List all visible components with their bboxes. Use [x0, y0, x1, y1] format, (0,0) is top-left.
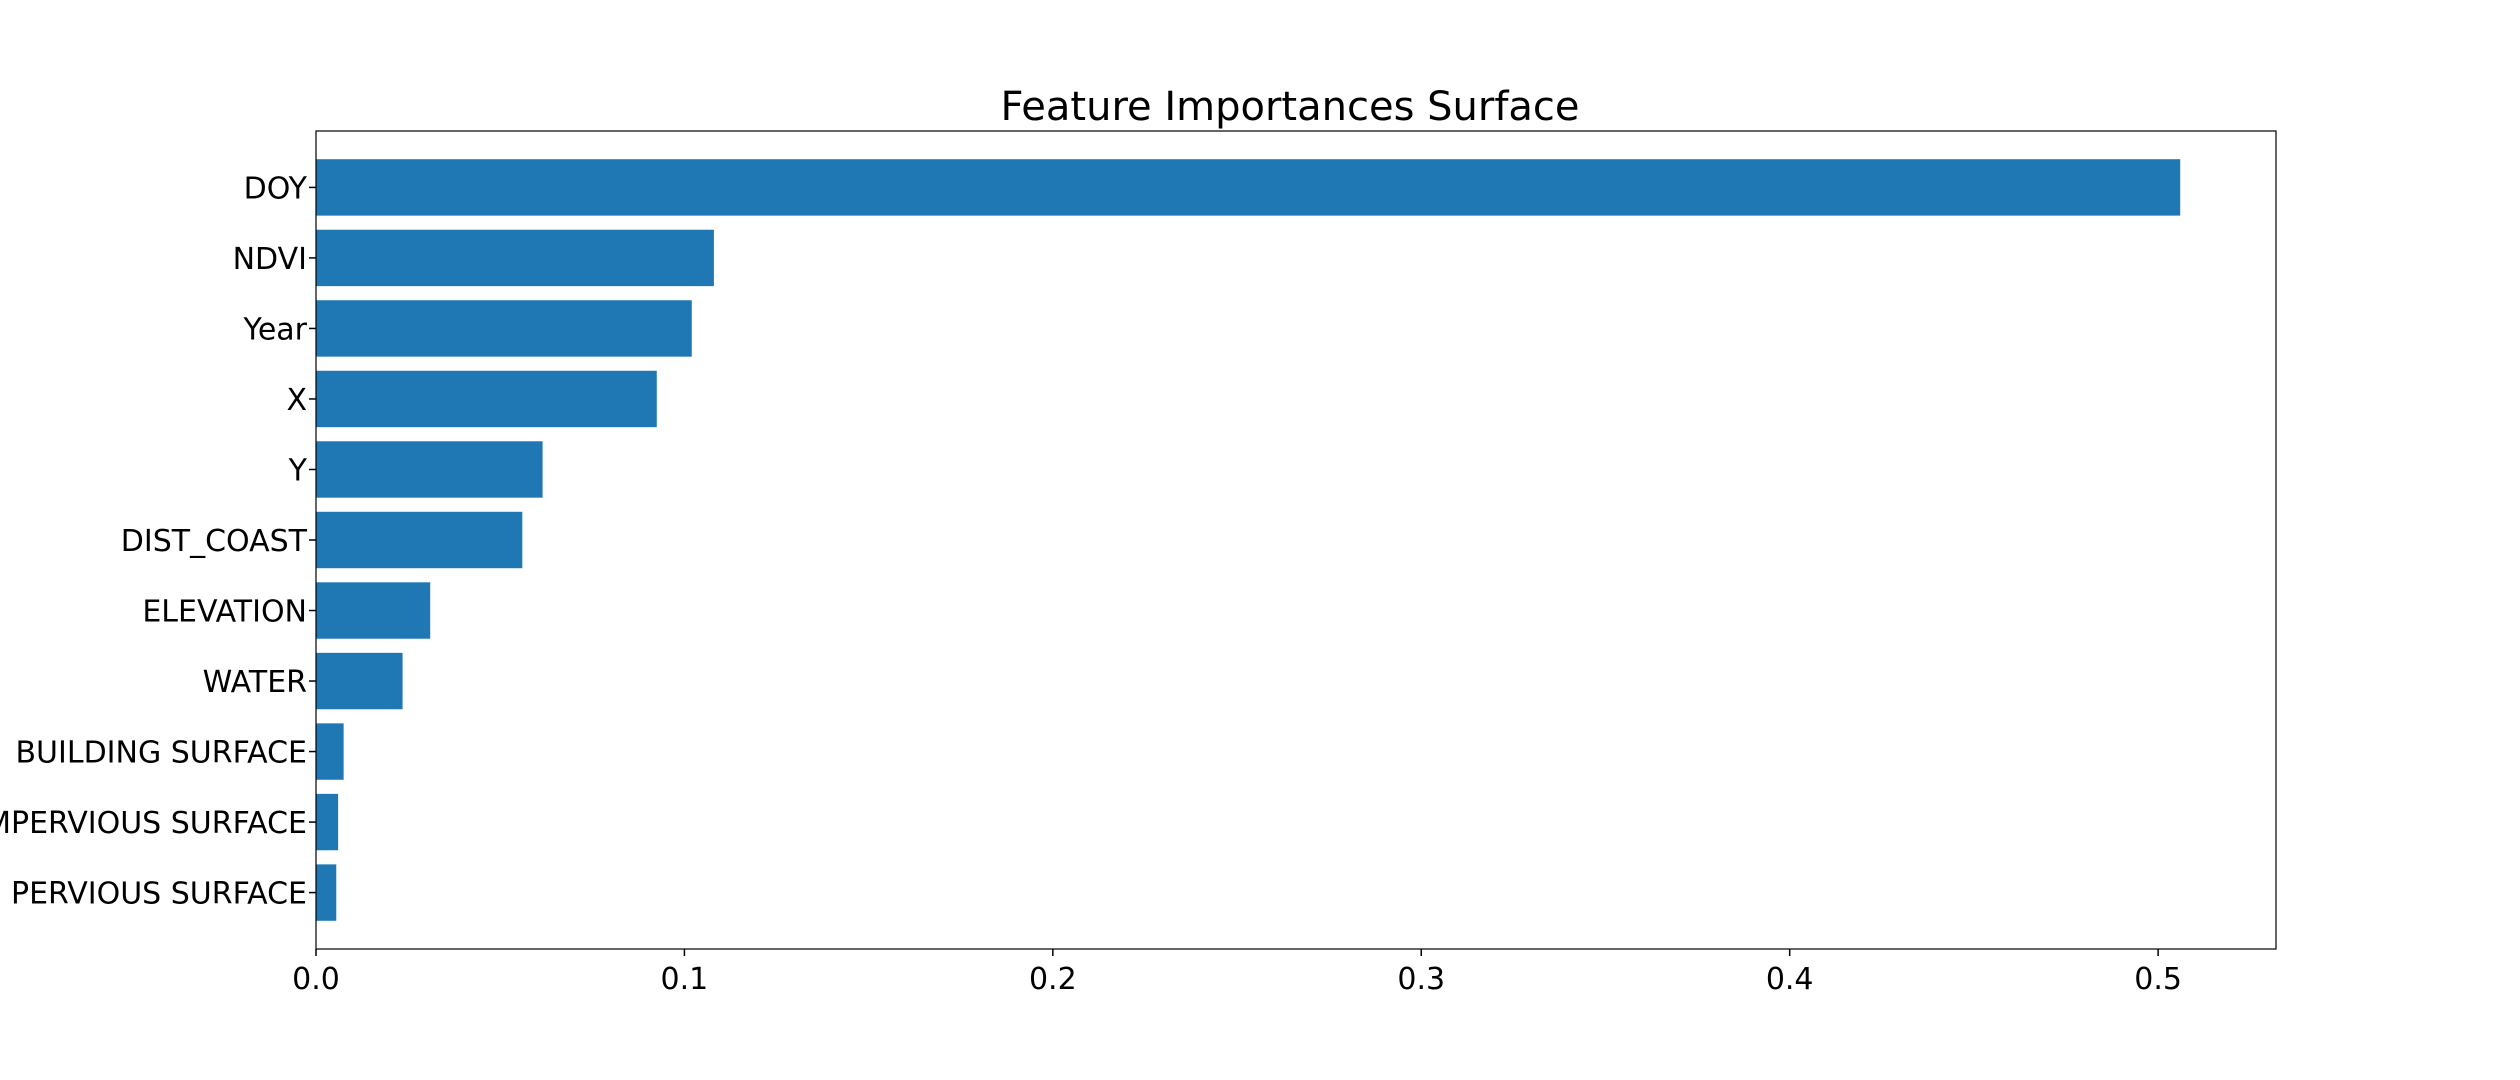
x-tick-label: 0.0	[292, 962, 340, 997]
x-tick-label: 0.3	[1397, 962, 1445, 997]
y-tick-label-doy: DOY	[244, 171, 308, 206]
bar-dist-coast	[316, 511, 523, 569]
bar-elevation	[316, 582, 431, 639]
y-tick-label-water: WATER	[203, 665, 307, 700]
bar-impervious-surface	[316, 793, 339, 851]
y-tick-label-x: X	[286, 383, 307, 418]
y-tick-label-ndvi: NDVI	[233, 242, 307, 277]
bar-water	[316, 652, 403, 710]
bar-x	[316, 370, 657, 428]
y-tick-label-elevation: ELEVATION	[142, 595, 307, 630]
x-tick-label: 0.2	[1029, 962, 1077, 997]
y-tick-label-impervious-surface: IMPERVIOUS SURFACE	[0, 806, 307, 841]
y-tick-label-dist-coast: DIST_COAST	[121, 524, 308, 559]
bar-year	[316, 300, 692, 357]
y-tick-label-y: Y	[288, 453, 308, 488]
axes-frame	[315, 130, 2277, 950]
chart-title: Feature Importances Surface	[1000, 84, 1579, 130]
bar-building-surface	[316, 723, 344, 780]
bar-pervious-surface	[316, 864, 337, 921]
x-tick-label: 0.1	[661, 962, 709, 997]
bar-doy	[316, 159, 2181, 216]
bar-y	[316, 441, 543, 498]
y-tick-label-building-surface: BUILDING SURFACE	[15, 736, 307, 771]
plot-area: DOY NDVI Year XY DIST_COAST ELEVATION WATER BUI…	[0, 130, 2277, 997]
bar-ndvi	[316, 229, 714, 287]
x-tick-label: 0.4	[1766, 962, 1814, 997]
y-tick-label-pervious-surface: PERVIOUS SURFACE	[11, 877, 307, 912]
x-tick-label: 0.5	[2134, 962, 2182, 997]
y-tick-label-year: Year	[242, 312, 307, 347]
